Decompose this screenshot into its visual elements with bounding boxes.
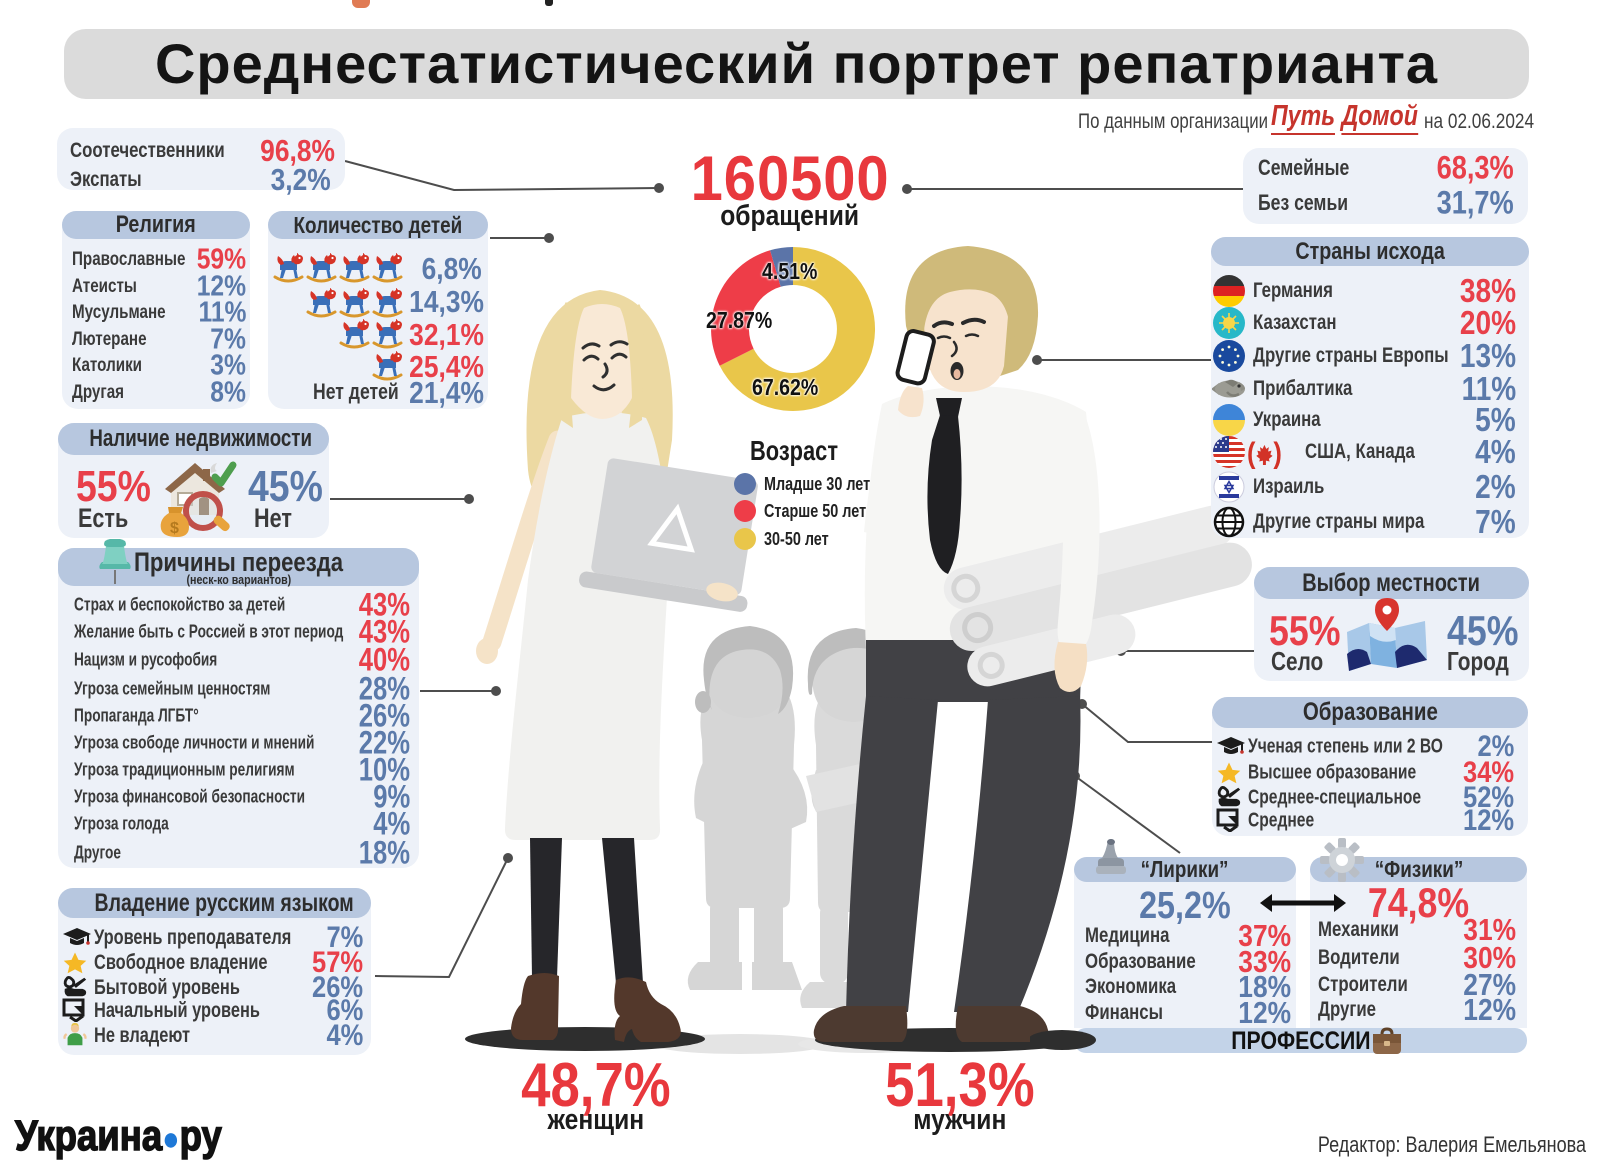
svg-text:$: $ [170, 520, 179, 537]
